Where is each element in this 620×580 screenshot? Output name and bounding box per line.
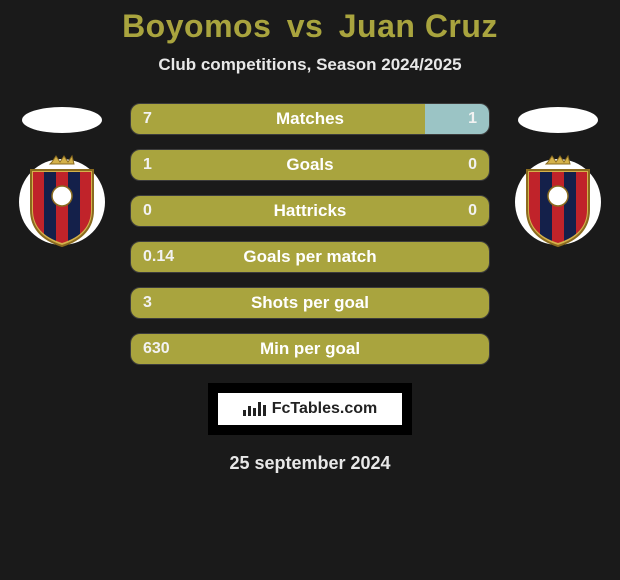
stat-label: Goals bbox=[131, 150, 489, 180]
stat-bar: Matches7 1 bbox=[130, 103, 490, 135]
page-title: Boyomos vs Juan Cruz bbox=[0, 8, 620, 45]
stat-value-right: 1 bbox=[456, 104, 489, 134]
stat-value-left: 630 bbox=[131, 334, 182, 364]
bars-icon bbox=[243, 402, 266, 416]
player2-name: Juan Cruz bbox=[339, 8, 498, 44]
stat-value-left: 3 bbox=[131, 288, 164, 318]
date-label: 25 september 2024 bbox=[0, 453, 620, 474]
crest-right bbox=[515, 159, 601, 245]
player1-name: Boyomos bbox=[122, 8, 271, 44]
shield-icon bbox=[515, 154, 601, 250]
stat-label: Min per goal bbox=[131, 334, 489, 364]
crest-left bbox=[19, 159, 105, 245]
flag-left bbox=[22, 107, 102, 133]
comparison-card: Boyomos vs Juan Cruz Club competitions, … bbox=[0, 0, 620, 474]
stat-bar: Min per goal630 bbox=[130, 333, 490, 365]
stat-value-left: 7 bbox=[131, 104, 164, 134]
stat-bar: Hattricks0 0 bbox=[130, 195, 490, 227]
shield-icon bbox=[19, 154, 105, 250]
right-side-column bbox=[508, 103, 608, 245]
flag-right bbox=[518, 107, 598, 133]
stats-bars: Matches71Goals10Hattricks00Goals per mat… bbox=[130, 103, 490, 365]
brand-text: FcTables.com bbox=[272, 400, 378, 418]
brand-logo: FcTables.com bbox=[208, 383, 412, 435]
stat-bar: Goals1 0 bbox=[130, 149, 490, 181]
subtitle: Club competitions, Season 2024/2025 bbox=[0, 55, 620, 75]
stat-value-left: 1 bbox=[131, 150, 164, 180]
left-side-column bbox=[12, 103, 112, 245]
stat-value-right: 0 bbox=[456, 196, 489, 226]
stat-value-left: 0 bbox=[131, 196, 164, 226]
stat-bar: Shots per goal3 bbox=[130, 287, 490, 319]
main-row: Matches71Goals10Hattricks00Goals per mat… bbox=[0, 103, 620, 365]
stat-bar: Goals per match0.14 bbox=[130, 241, 490, 273]
vs-label: vs bbox=[287, 8, 324, 44]
stat-label: Hattricks bbox=[131, 196, 489, 226]
stat-value-right: 0 bbox=[456, 150, 489, 180]
stat-value-left: 0.14 bbox=[131, 242, 186, 272]
stat-label: Matches bbox=[131, 104, 489, 134]
stat-label: Shots per goal bbox=[131, 288, 489, 318]
